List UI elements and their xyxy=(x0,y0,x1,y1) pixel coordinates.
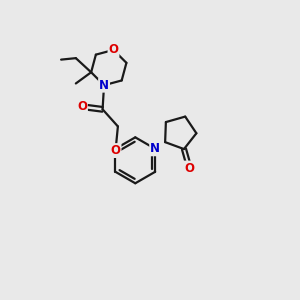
Text: O: O xyxy=(110,144,121,157)
Text: N: N xyxy=(150,142,160,155)
Text: O: O xyxy=(77,100,87,113)
Text: O: O xyxy=(184,161,194,175)
Text: O: O xyxy=(109,44,118,56)
Text: N: N xyxy=(99,79,109,92)
